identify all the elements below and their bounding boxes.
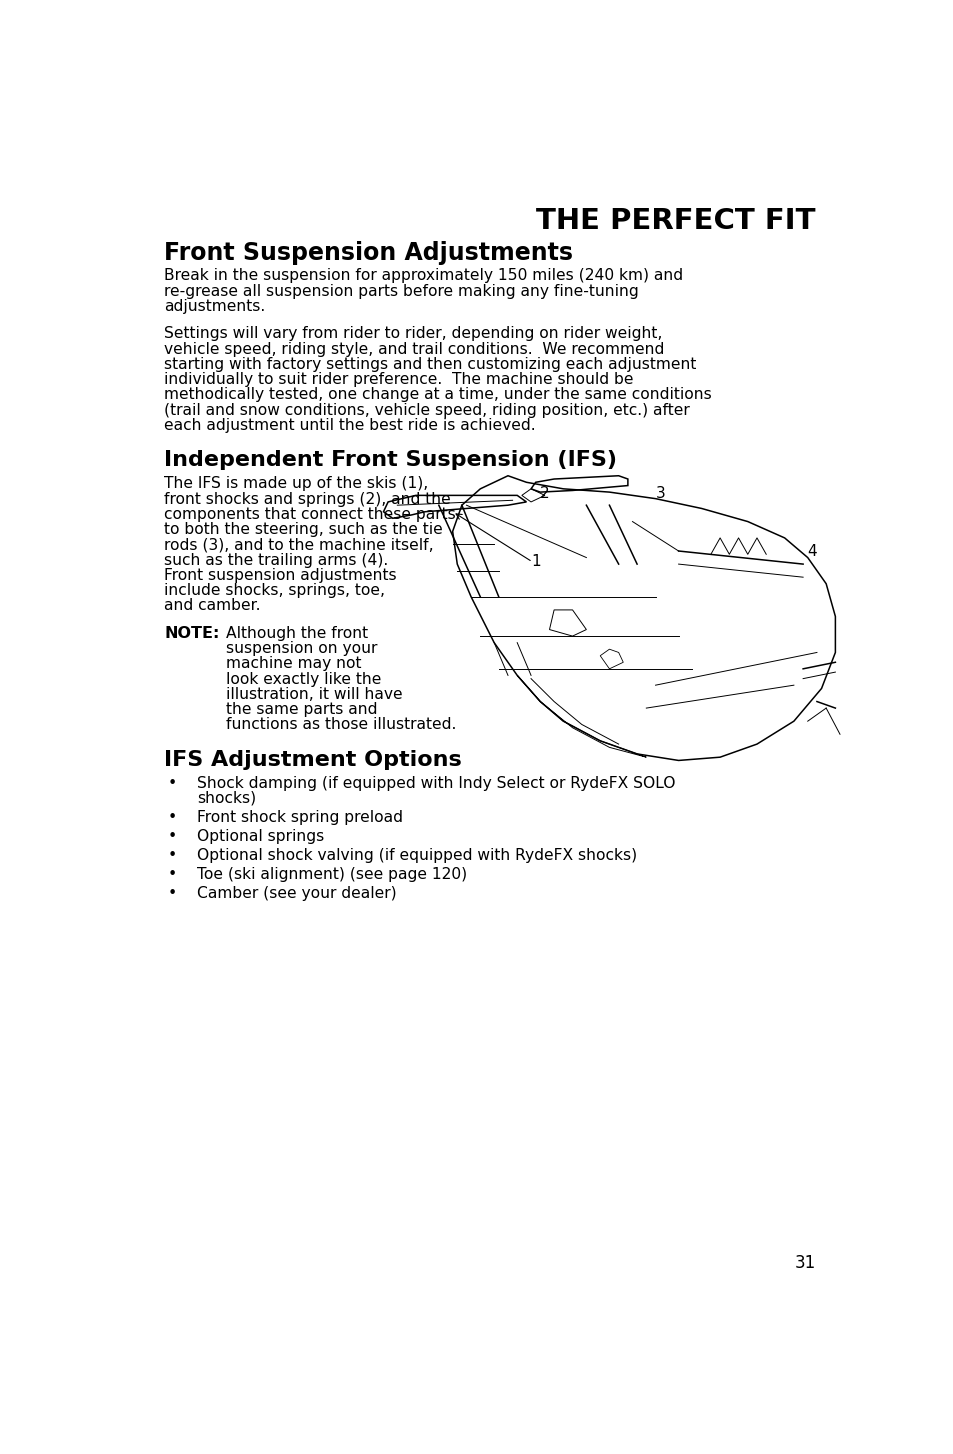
Text: methodically tested, one change at a time, under the same conditions: methodically tested, one change at a tim…	[164, 387, 711, 403]
Text: to both the steering, such as the tie: to both the steering, such as the tie	[164, 522, 442, 537]
Text: Settings will vary from rider to rider, depending on rider weight,: Settings will vary from rider to rider, …	[164, 327, 662, 342]
Text: 2: 2	[539, 486, 549, 500]
Text: 1: 1	[531, 554, 540, 570]
Text: re-grease all suspension parts before making any fine-tuning: re-grease all suspension parts before ma…	[164, 284, 639, 298]
Text: Optional shock valving (if equipped with RydeFX shocks): Optional shock valving (if equipped with…	[196, 848, 637, 862]
Text: NOTE:: NOTE:	[164, 625, 219, 641]
Text: 31: 31	[794, 1255, 815, 1272]
Text: and camber.: and camber.	[164, 598, 260, 614]
Text: Toe (ski alignment) (see page 120): Toe (ski alignment) (see page 120)	[196, 867, 466, 881]
Text: suspension on your: suspension on your	[226, 641, 377, 656]
Text: the same parts and: the same parts and	[226, 702, 377, 717]
Text: individually to suit rider preference.  The machine should be: individually to suit rider preference. T…	[164, 372, 633, 387]
Text: illustration, it will have: illustration, it will have	[226, 686, 402, 702]
Text: machine may not: machine may not	[226, 656, 361, 672]
Text: 4: 4	[807, 544, 817, 560]
Text: IFS Adjustment Options: IFS Adjustment Options	[164, 749, 461, 769]
Text: look exactly like the: look exactly like the	[226, 672, 381, 686]
Text: such as the trailing arms (4).: such as the trailing arms (4).	[164, 553, 388, 567]
Text: Shock damping (if equipped with Indy Select or RydeFX SOLO: Shock damping (if equipped with Indy Sel…	[196, 775, 675, 791]
Text: shocks): shocks)	[196, 791, 255, 806]
Text: Break in the suspension for approximately 150 miles (240 km) and: Break in the suspension for approximatel…	[164, 269, 682, 284]
Text: (trail and snow conditions, vehicle speed, riding position, etc.) after: (trail and snow conditions, vehicle spee…	[164, 403, 689, 417]
Text: •: •	[168, 810, 177, 824]
Text: rods (3), and to the machine itself,: rods (3), and to the machine itself,	[164, 538, 434, 553]
Text: •: •	[168, 775, 177, 791]
Text: Optional springs: Optional springs	[196, 829, 324, 843]
Text: front shocks and springs (2), and the: front shocks and springs (2), and the	[164, 491, 451, 506]
Text: starting with factory settings and then customizing each adjustment: starting with factory settings and then …	[164, 358, 696, 372]
Text: •: •	[168, 885, 177, 900]
Text: adjustments.: adjustments.	[164, 300, 265, 314]
Text: 3: 3	[655, 486, 664, 500]
Text: •: •	[168, 829, 177, 843]
Text: THE PERFECT FIT: THE PERFECT FIT	[536, 206, 815, 234]
Text: The IFS is made up of the skis (1),: The IFS is made up of the skis (1),	[164, 477, 428, 491]
Text: components that connect these parts: components that connect these parts	[164, 507, 456, 522]
Text: vehicle speed, riding style, and trail conditions.  We recommend: vehicle speed, riding style, and trail c…	[164, 342, 664, 356]
Text: Independent Front Suspension (IFS): Independent Front Suspension (IFS)	[164, 451, 617, 470]
Text: Front shock spring preload: Front shock spring preload	[196, 810, 402, 824]
Text: functions as those illustrated.: functions as those illustrated.	[226, 717, 456, 733]
Text: •: •	[168, 848, 177, 862]
Text: Camber (see your dealer): Camber (see your dealer)	[196, 885, 395, 900]
Text: Front Suspension Adjustments: Front Suspension Adjustments	[164, 241, 573, 265]
Text: •: •	[168, 867, 177, 881]
Text: include shocks, springs, toe,: include shocks, springs, toe,	[164, 583, 385, 598]
Text: Although the front: Although the front	[226, 625, 368, 641]
Text: each adjustment until the best ride is achieved.: each adjustment until the best ride is a…	[164, 417, 536, 433]
Text: Front suspension adjustments: Front suspension adjustments	[164, 569, 396, 583]
